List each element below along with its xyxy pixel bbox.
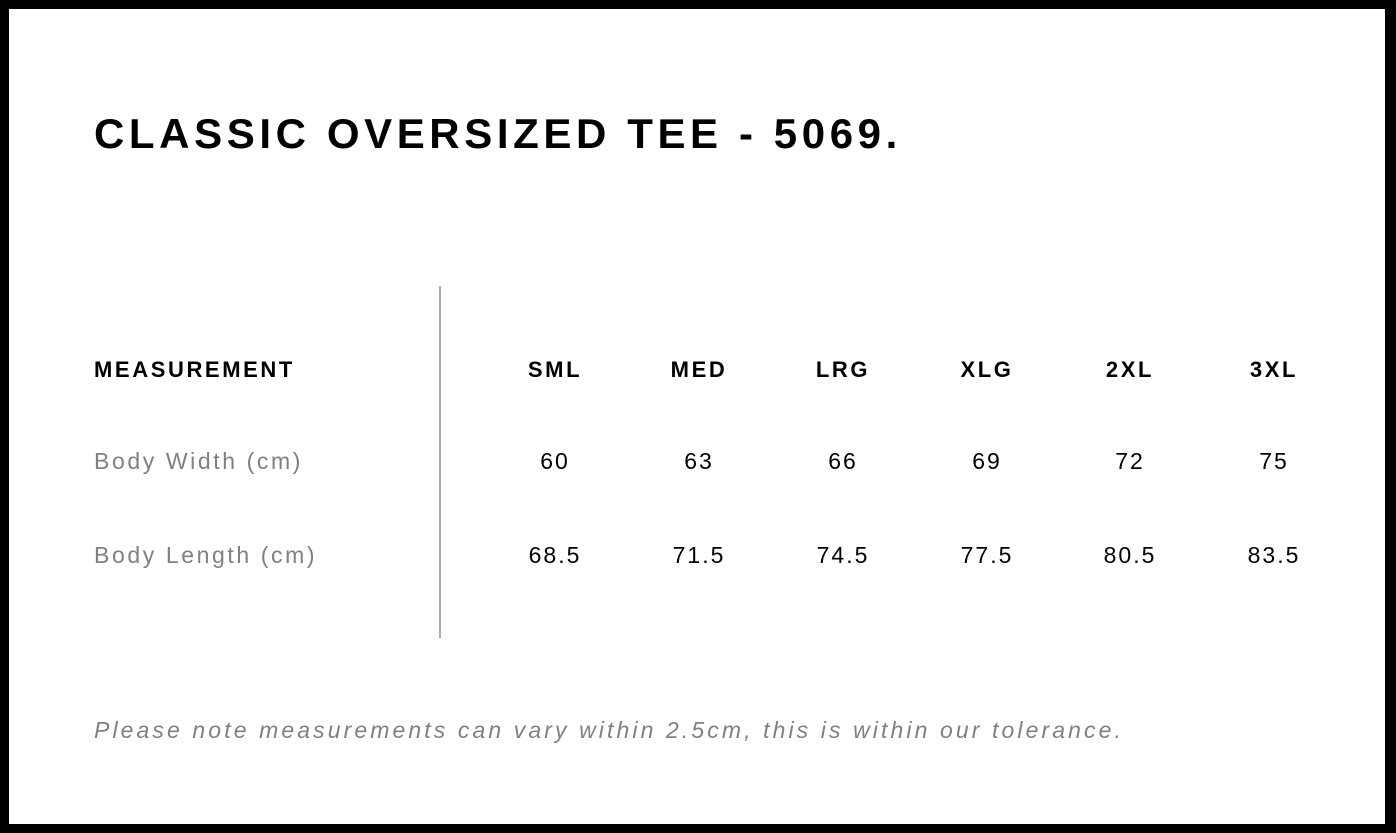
column-divider (439, 286, 441, 638)
page-title: CLASSIC OVERSIZED TEE - 5069. (94, 110, 902, 157)
row-label: Body Width (cm) (94, 448, 303, 474)
table-cell: 72 (1115, 448, 1145, 474)
size-header-sml: SML (527, 357, 583, 382)
size-chart-card: CLASSIC OVERSIZED TEE - 5069. MEASUREMEN… (9, 9, 1385, 824)
table-cell: 80.5 (1103, 542, 1157, 568)
size-header-xlg: XLG (960, 357, 1014, 382)
size-header-lrg: LRG (815, 357, 871, 382)
table-cell: 74.5 (816, 542, 870, 568)
table-cell: 68.5 (528, 542, 582, 568)
measurement-header: MEASUREMENT (94, 357, 295, 382)
size-header-2xl: 2XL (1105, 357, 1155, 382)
table-cell: 66 (828, 448, 858, 474)
size-header-3xl: 3XL (1249, 357, 1299, 382)
table-cell: 69 (972, 448, 1002, 474)
table-cell: 71.5 (672, 542, 726, 568)
row-label: Body Length (cm) (94, 542, 318, 568)
table-cell: 77.5 (960, 542, 1014, 568)
table-cell: 63 (684, 448, 714, 474)
table-cell: 75 (1259, 448, 1289, 474)
tolerance-note: Please note measurements can vary within… (94, 717, 1125, 743)
table-cell: 83.5 (1247, 542, 1301, 568)
table-cell: 60 (540, 448, 570, 474)
size-header-med: MED (670, 357, 728, 382)
